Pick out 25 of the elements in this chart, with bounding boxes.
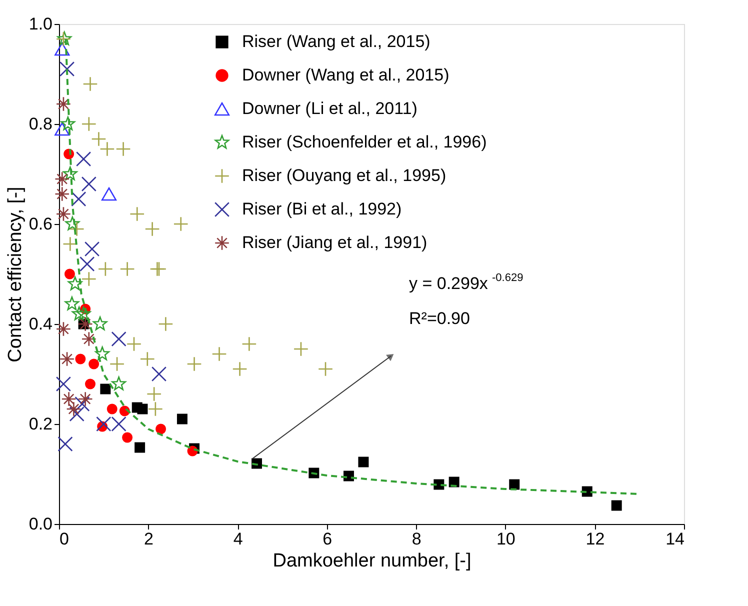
x-tick-label: 10 — [496, 530, 516, 548]
x-tick-label: 2 — [144, 530, 154, 548]
x-tick-label: 8 — [412, 530, 422, 548]
x-tick-label: 12 — [586, 530, 605, 548]
x-tick-label: 4 — [233, 530, 243, 548]
legend-label: Riser (Schoenfelder et al., 1996) — [242, 132, 487, 152]
x-tick-label: 0 — [60, 530, 69, 548]
y-tick-label: 0.4 — [28, 314, 52, 334]
legend-label: Downer (Li et al., 2011) — [242, 99, 418, 118]
y-tick-label: 0.0 — [28, 514, 52, 534]
legend-label: Downer (Wang et al., 2015) — [242, 66, 450, 84]
x-axis-title: Damkoehler number, [-] — [272, 550, 472, 572]
y-tick-label: 0.6 — [28, 214, 52, 234]
y-tick-label: 0.2 — [28, 414, 52, 434]
annotation: R²=0.90 — [409, 309, 470, 328]
y-tick-label: 0.8 — [28, 114, 52, 134]
x-tick-label: 6 — [322, 530, 332, 548]
y-tick-label: 1.0 — [28, 14, 52, 34]
legend-label: Riser (Ouyang et al., 1995) — [242, 166, 446, 185]
y-axis-title: Contact efficiency, [-] — [4, 186, 26, 362]
annotation: y = 0.299x-0.629 — [409, 272, 524, 293]
legend-label: Riser (Bi et al., 1992) — [242, 200, 402, 218]
legend-label: Riser (Wang et al., 2015) — [242, 32, 430, 51]
x-tick-label: 14 — [666, 530, 684, 548]
legend-label: Riser (Jiang et al., 1991) — [242, 233, 428, 252]
